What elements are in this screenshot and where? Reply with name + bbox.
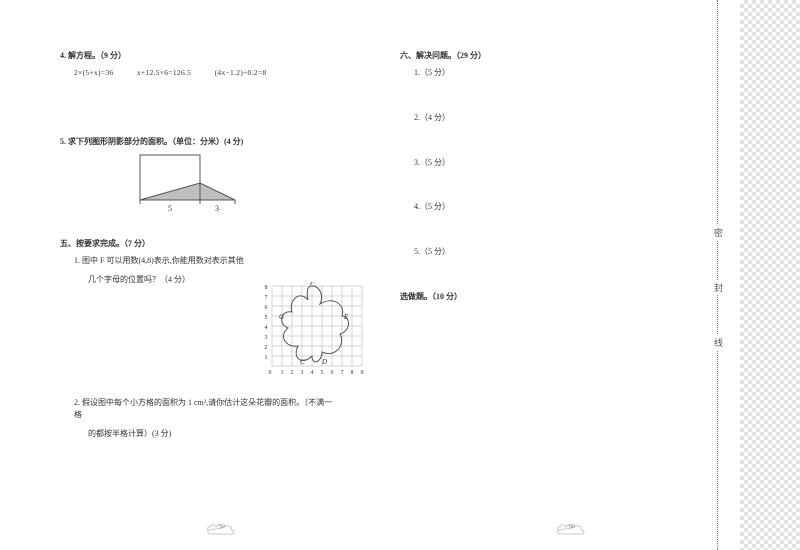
q6-5: 5.（5 分） xyxy=(414,246,680,259)
svg-text:3: 3 xyxy=(265,335,268,341)
shaded-figure: 5 3 xyxy=(130,153,340,220)
content-area: 4. 解方程。（9 分） 2×(5+x)=36 x+12.5×6=126.5 (… xyxy=(60,50,680,490)
page-num-left: 59 xyxy=(205,524,239,530)
svg-text:7: 7 xyxy=(265,295,268,301)
seal-line xyxy=(717,0,718,550)
page-bubble-right: 60 xyxy=(555,520,589,536)
svg-text:G: G xyxy=(279,313,284,321)
q5-2-line2: 的都按半格计算）(3 分) xyxy=(88,428,340,441)
svg-text:5: 5 xyxy=(321,370,324,376)
q5-2-line1: 2. 假设图中每个小方格的面积为 1 cm²,请你估计这朵花瓣的面积。（不满一格 xyxy=(74,397,340,423)
svg-text:5: 5 xyxy=(265,315,268,321)
page-bubble-left: 59 xyxy=(205,520,239,536)
svg-text:2: 2 xyxy=(291,370,294,376)
q6-2: 2.（4 分） xyxy=(414,112,680,125)
q5-1-line1: 1. 图中 F 可以用数(4,8)表示,你能用数对表示其他 xyxy=(74,255,340,268)
svg-text:3: 3 xyxy=(301,370,304,376)
q6-1: 1.（5 分） xyxy=(414,67,680,80)
seal-char-2: 封 xyxy=(714,280,723,295)
svg-text:9: 9 xyxy=(361,370,364,376)
svg-text:1: 1 xyxy=(265,355,268,361)
svg-text:8: 8 xyxy=(351,370,354,376)
grid-figure: F G E C D 0 1 2 3 4 5 6 7 8 9 1 2 3 4 5 6 7 8 xyxy=(260,282,370,384)
page-num-right: 60 xyxy=(555,524,589,530)
seal-char-3: 线 xyxy=(714,335,723,350)
svg-text:8: 8 xyxy=(265,285,268,291)
right-column: 六、解决问题。（29 分） 1.（5 分） 2.（4 分） 3.（5 分） 4.… xyxy=(370,50,680,490)
svg-text:4: 4 xyxy=(311,370,314,376)
svg-text:E: E xyxy=(343,313,349,321)
fig-label-5: 5 xyxy=(168,204,172,213)
left-column: 4. 解方程。（9 分） 2×(5+x)=36 x+12.5×6=126.5 (… xyxy=(60,50,370,490)
footer: 59 60 xyxy=(0,518,800,536)
svg-text:2: 2 xyxy=(265,345,268,351)
seal-char-1: 密 xyxy=(714,225,723,240)
svg-text:C: C xyxy=(300,358,305,366)
q4-eq-text: 2×(5+x)=36 x+12.5×6=126.5 (4x−1.2)÷0.2=8 xyxy=(74,68,266,77)
svg-text:0: 0 xyxy=(269,370,272,376)
section6-heading: 六、解决问题。（29 分） xyxy=(400,50,680,61)
svg-text:D: D xyxy=(321,358,327,366)
svg-text:4: 4 xyxy=(265,325,268,331)
svg-text:6: 6 xyxy=(331,370,334,376)
svg-text:1: 1 xyxy=(281,370,284,376)
q4-heading: 4. 解方程。（9 分） xyxy=(60,50,340,61)
pattern-strip xyxy=(740,0,800,550)
q4-equations: 2×(5+x)=36 x+12.5×6=126.5 (4x−1.2)÷0.2=8 xyxy=(74,67,340,78)
grid-svg: F G E C D 0 1 2 3 4 5 6 7 8 9 1 2 3 4 5 6 7 8 xyxy=(260,282,370,382)
svg-text:7: 7 xyxy=(341,370,344,376)
svg-text:6: 6 xyxy=(265,305,268,311)
shaded-svg: 5 3 xyxy=(130,153,240,218)
q6-4: 4.（5 分） xyxy=(414,201,680,214)
q5-heading: 5. 求下列图形阴影部分的面积。（单位：分米）(4 分) xyxy=(60,136,340,147)
section5-heading: 五、按要求完成。（7 分） xyxy=(60,238,340,249)
svg-text:F: F xyxy=(309,282,315,287)
bonus-heading: 选做题。（10 分） xyxy=(400,291,680,302)
fig-label-3: 3 xyxy=(215,204,219,213)
q6-3: 3.（5 分） xyxy=(414,157,680,170)
